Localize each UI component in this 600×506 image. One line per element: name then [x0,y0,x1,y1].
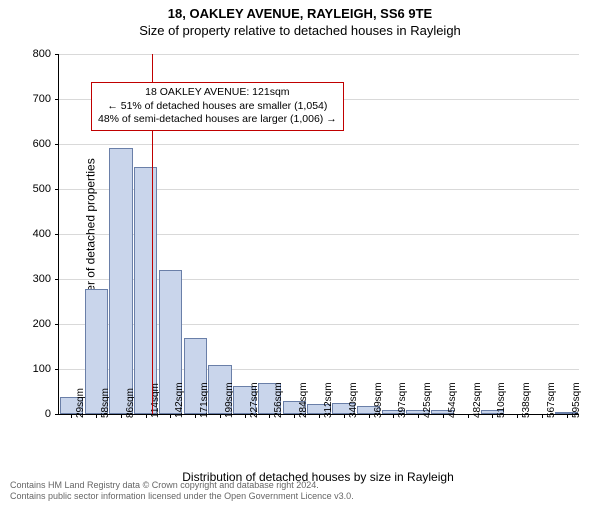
x-tick-label: 538sqm [521,382,532,418]
y-tick-label: 600 [33,138,51,150]
x-tick [492,414,493,418]
y-tick [55,189,59,190]
x-tick [245,414,246,418]
x-tick [319,414,320,418]
y-tick [55,369,59,370]
y-tick-label: 300 [33,273,51,285]
x-tick [269,414,270,418]
y-tick [55,234,59,235]
y-tick [55,54,59,55]
histogram-bar [109,148,132,414]
x-tick [443,414,444,418]
footer-line2: Contains public sector information licen… [10,491,354,502]
annotation-line2: ← 51% of detached houses are smaller (1,… [98,100,337,114]
x-tick-label: 595sqm [571,382,582,418]
y-tick-label: 0 [45,408,51,420]
y-tick-label: 100 [33,363,51,375]
x-tick [369,414,370,418]
y-tick-label: 700 [33,93,51,105]
x-tick [542,414,543,418]
page-title-address: 18, OAKLEY AVENUE, RAYLEIGH, SS6 9TE [0,6,600,21]
y-tick [55,144,59,145]
x-tick [567,414,568,418]
y-tick-label: 800 [33,48,51,60]
x-tick [468,414,469,418]
x-tick [121,414,122,418]
x-tick [418,414,419,418]
y-tick [55,414,59,415]
page-title-desc: Size of property relative to detached ho… [0,23,600,38]
x-tick [195,414,196,418]
y-tick [55,99,59,100]
x-tick [294,414,295,418]
annotation-line1: 18 OAKLEY AVENUE: 121sqm [98,86,337,100]
y-tick-label: 500 [33,183,51,195]
footer-attribution: Contains HM Land Registry data © Crown c… [10,480,354,502]
annotation-line3: 48% of semi-detached houses are larger (… [98,113,337,127]
x-tick [344,414,345,418]
gridline [59,144,579,145]
annotation-box: 18 OAKLEY AVENUE: 121sqm← 51% of detache… [91,82,344,131]
gridline [59,54,579,55]
footer-line1: Contains HM Land Registry data © Crown c… [10,480,354,491]
histogram-bar [134,167,157,414]
x-tick [170,414,171,418]
x-tick-label: 454sqm [447,382,458,418]
x-tick-label: 510sqm [496,382,507,418]
y-tick-label: 400 [33,228,51,240]
y-tick [55,324,59,325]
histogram-chart: Number of detached properties 0100200300… [58,54,578,414]
x-tick [96,414,97,418]
x-tick [220,414,221,418]
plot-area: 010020030040050060070080029sqm58sqm86sqm… [58,54,579,415]
x-tick [71,414,72,418]
x-tick [517,414,518,418]
x-tick [393,414,394,418]
y-tick-label: 200 [33,318,51,330]
y-tick [55,279,59,280]
x-tick [146,414,147,418]
